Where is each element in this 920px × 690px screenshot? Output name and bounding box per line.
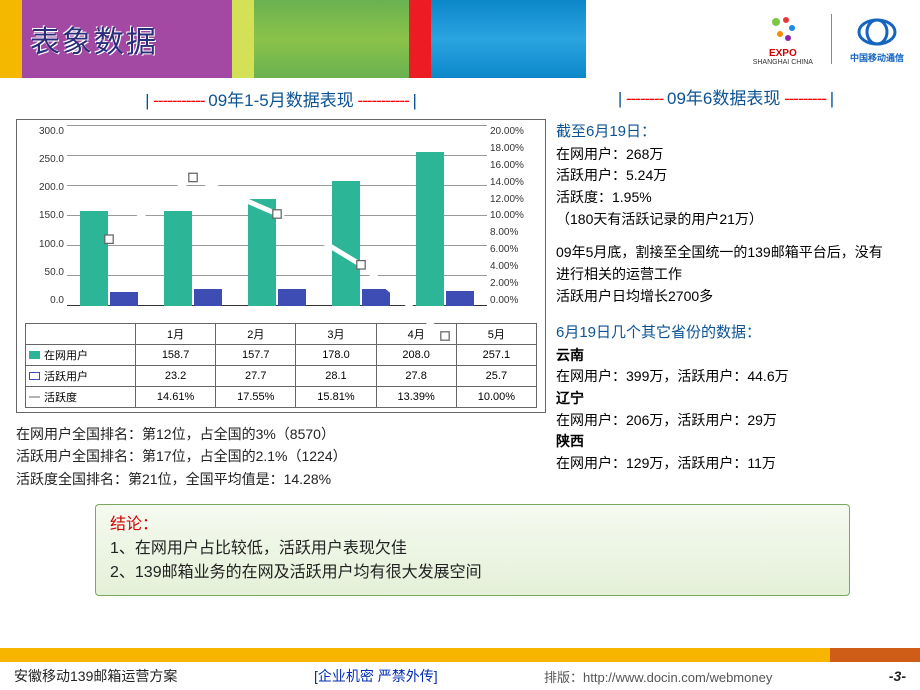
bar-group	[403, 126, 487, 306]
province-name: 辽宁	[556, 388, 896, 410]
footer-row: 安徽移动139邮箱运营方案 [企业机密 严禁外传] 排版：http://www.…	[0, 662, 920, 690]
color-strip-blue	[431, 0, 586, 78]
block1-title: 截至6月19日：	[556, 120, 896, 143]
right-column: | -------- 09年6数据表现 --------- | 截至6月19日：…	[556, 86, 896, 490]
cmcc-label: 中国移动通信	[850, 51, 904, 64]
left-section-title: | ----------- 09年1-5月数据表现 ----------- |	[16, 86, 546, 111]
logo-area: EXPO SHANGHAI CHINA 中国移动通信	[586, 0, 920, 78]
bar-online	[332, 181, 360, 306]
expo-sub: SHANGHAI CHINA	[753, 59, 813, 66]
bar-active	[278, 289, 306, 306]
bar-groups	[67, 126, 487, 306]
cmcc-icon	[856, 15, 898, 49]
footer-page: -3-	[889, 668, 906, 684]
province-name: 云南	[556, 345, 896, 367]
y1-axis: 300.0250.0200.0150.0100.050.00.0	[25, 126, 67, 306]
province-stat: 在网用户：129万，活跃用户：11万	[556, 453, 896, 475]
expo-label: EXPO	[753, 48, 813, 59]
expo-icon	[766, 12, 800, 46]
ranking-line: 活跃用户全国排名：第17位，占全国的2.1%（1224）	[16, 445, 546, 467]
note-line: 活跃用户日均增长2700多	[556, 286, 896, 308]
footer: 安徽移动139邮箱运营方案 [企业机密 严禁外传] 排版：http://www.…	[0, 648, 920, 690]
stat-line: 活跃度：1.95%	[556, 187, 896, 209]
block3-title: 6月19日几个其它省份的数据：	[556, 321, 896, 344]
chart-data-table: 1月2月3月4月5月在网用户158.7157.7178.0208.0257.1活…	[25, 323, 537, 408]
bar-group	[151, 126, 235, 306]
expo-logo: EXPO SHANGHAI CHINA	[753, 12, 813, 66]
ranking-line: 在网用户全国排名：第12位，占全国的3%（8570）	[16, 423, 546, 445]
conclusion-line: 1、在网用户占比较低，活跃用户表现欠佳	[110, 537, 835, 561]
province-name: 陕西	[556, 431, 896, 453]
stat-line: （180天有活跃记录的用户21万）	[556, 209, 896, 231]
chart-area: 300.0250.0200.0150.0100.050.00.0 20.00%1…	[25, 126, 537, 321]
footer-right: 排版：http://www.docin.com/webmoney	[544, 667, 889, 686]
color-strip-red	[409, 0, 431, 78]
bar-active	[362, 289, 390, 306]
conclusion-box: 结论： 1、在网用户占比较低，活跃用户表现欠佳2、139邮箱业务的在网及活跃用户…	[95, 504, 850, 596]
cmcc-logo: 中国移动通信	[850, 15, 904, 64]
note-line: 09年5月底，割接至全国统一的139邮箱平台后，没有进行相关的运营工作	[556, 242, 896, 285]
title-block: 表象数据	[22, 0, 232, 78]
y2-axis: 20.00%18.00%16.00%14.00%12.00%10.00%8.00…	[487, 126, 537, 306]
block2-lines: 09年5月底，割接至全国统一的139邮箱平台后，没有进行相关的运营工作活跃用户日…	[556, 242, 896, 307]
stat-line: 在网用户：268万	[556, 144, 896, 166]
ranking-text: 在网用户全国排名：第12位，占全国的3%（8570）活跃用户全国排名：第17位，…	[16, 423, 546, 490]
main-content: | ----------- 09年1-5月数据表现 ----------- | …	[0, 78, 920, 490]
left-column: | ----------- 09年1-5月数据表现 ----------- | …	[16, 86, 546, 490]
color-strip-green	[254, 0, 409, 78]
province-list: 云南 在网用户：399万，活跃用户：44.6万辽宁 在网用户：206万，活跃用户…	[556, 345, 896, 475]
logo-divider	[831, 14, 832, 64]
bar-online	[164, 211, 192, 306]
footer-confidential: [企业机密 严禁外传]	[314, 666, 544, 686]
bar-online	[80, 211, 108, 306]
chart-plot	[67, 126, 487, 306]
color-strip-lime	[232, 0, 254, 78]
footer-left: 安徽移动139邮箱运营方案	[14, 666, 314, 686]
bar-group	[67, 126, 151, 306]
footer-colorbar	[0, 648, 920, 662]
stat-line: 活跃用户：5.24万	[556, 165, 896, 187]
bar-group	[319, 126, 403, 306]
conclusion-line: 2、139邮箱业务的在网及活跃用户均有很大发展空间	[110, 561, 835, 585]
bar-group	[235, 126, 319, 306]
chart-panel: 300.0250.0200.0150.0100.050.00.0 20.00%1…	[16, 119, 546, 413]
bar-active	[194, 289, 222, 306]
bar-active	[446, 291, 474, 306]
color-strip-yellow	[0, 0, 22, 78]
right-section-title: | -------- 09年6数据表现 --------- |	[556, 86, 896, 112]
ranking-line: 活跃度全国排名：第21位，全国平均值是：14.28%	[16, 468, 546, 490]
province-stat: 在网用户：206万，活跃用户：29万	[556, 410, 896, 432]
header-bar: 表象数据 EXPO SHANGHAI CHINA 中国移动通信	[0, 0, 920, 78]
conclusion-title: 结论：	[110, 513, 835, 537]
bar-online	[416, 152, 444, 306]
province-stat: 在网用户：399万，活跃用户：44.6万	[556, 366, 896, 388]
conclusion-lines: 1、在网用户占比较低，活跃用户表现欠佳2、139邮箱业务的在网及活跃用户均有很大…	[110, 537, 835, 585]
block1-lines: 在网用户：268万活跃用户：5.24万活跃度：1.95%（180天有活跃记录的用…	[556, 144, 896, 231]
page-title: 表象数据	[30, 17, 158, 61]
bar-active	[110, 292, 138, 306]
bar-online	[248, 199, 276, 306]
